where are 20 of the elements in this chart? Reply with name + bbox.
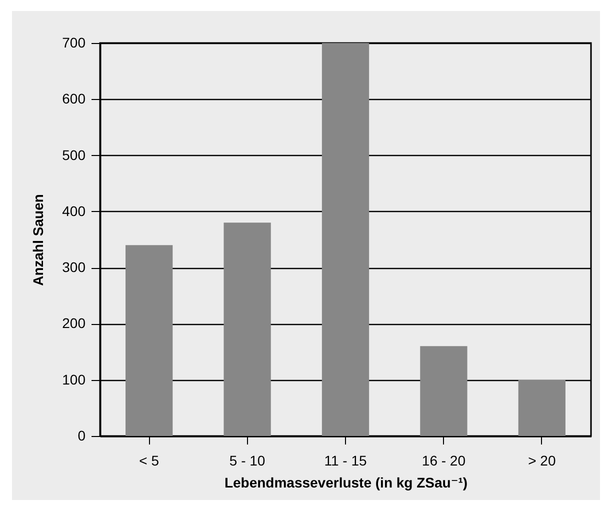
y-tick-label: 100: [62, 371, 86, 388]
bar: [224, 222, 271, 436]
x-tick-label: 5 - 10: [229, 452, 266, 468]
x-axis-title: Lebendmasseverluste (in kg ZSau⁻¹): [224, 474, 468, 490]
y-axis-title: Anzahl Sauen: [30, 194, 46, 286]
y-tick-label: 400: [62, 202, 86, 219]
x-tick-label: 11 - 15: [324, 452, 367, 468]
y-tick-label: 0: [78, 428, 86, 444]
y-tick-label: 300: [62, 259, 86, 276]
bar: [420, 346, 468, 436]
bar: [126, 245, 173, 436]
bar: [322, 43, 370, 436]
y-tick-label: 200: [62, 315, 86, 332]
x-tick-label: 16 - 20: [422, 452, 466, 468]
y-tick-label: 500: [62, 146, 86, 163]
bar: [518, 380, 566, 436]
x-tick-label: < 5: [139, 452, 160, 468]
x-tick-label: > 20: [528, 452, 556, 468]
y-tick-label: 600: [62, 90, 86, 107]
y-tick-label: 700: [62, 34, 86, 50]
